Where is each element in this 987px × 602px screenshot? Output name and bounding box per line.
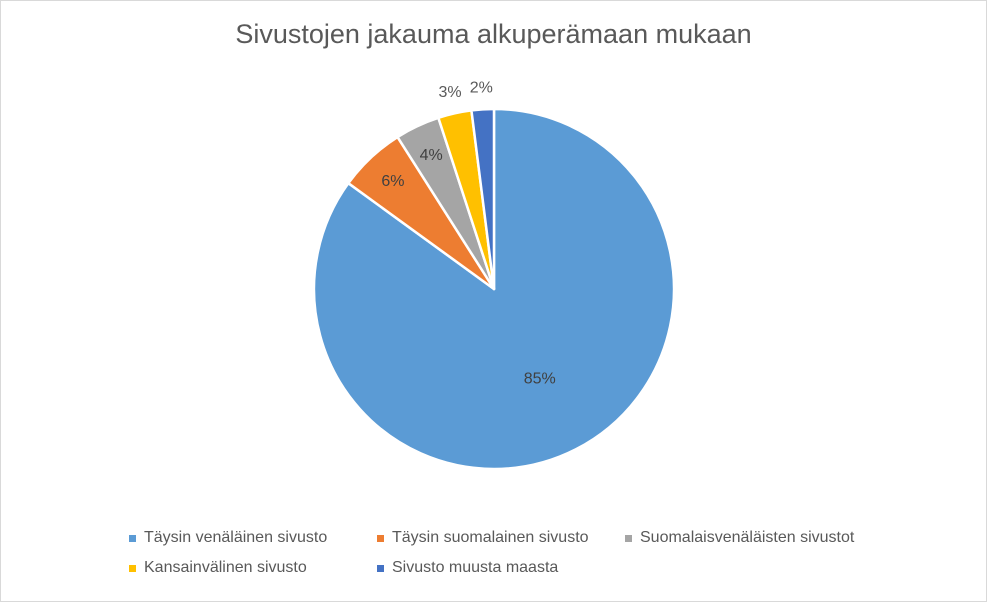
data-label-kansainvalinen: 3%	[438, 84, 461, 101]
pie-slice-muusta-maasta	[470, 107, 496, 291]
pie-slice-taysin-venalainen	[312, 107, 676, 471]
pie-chart: 85% 6% 4% 3% 2%	[312, 79, 676, 471]
data-label-taysin-suomalainen: 6%	[381, 173, 404, 190]
legend-item-suomalaisvenalaiset: Suomalaisvenäläisten sivustot	[625, 529, 875, 547]
legend-swatch	[129, 534, 136, 542]
legend-item-muusta-maasta: Sivusto muusta maasta	[377, 559, 627, 577]
legend-swatch	[377, 564, 384, 572]
legend-swatch	[129, 564, 136, 572]
data-label-muusta-maasta: 2%	[470, 79, 493, 96]
legend-swatch	[625, 534, 632, 542]
legend-label: Täysin suomalainen sivusto	[392, 529, 589, 546]
legend-label: Suomalaisvenäläisten sivustot	[640, 529, 855, 546]
legend-item-taysin-suomalainen: Täysin suomalainen sivusto	[377, 529, 625, 547]
legend-label: Sivusto muusta maasta	[392, 559, 559, 576]
legend-item-kansainvalinen: Kansainvälinen sivusto	[129, 559, 377, 577]
legend: Täysin venäläinen sivusto Täysin suomala…	[129, 529, 889, 577]
legend-swatch	[377, 534, 384, 542]
chart-title: Sivustojen jakauma alkuperämaan mukaan	[235, 19, 752, 49]
data-label-suomalaisvenalaiset: 4%	[420, 147, 443, 164]
legend-item-taysin-venalainen: Täysin venäläinen sivusto	[129, 529, 377, 547]
data-label-taysin-venalainen: 85%	[524, 370, 556, 387]
legend-label: Kansainvälinen sivusto	[144, 559, 307, 576]
legend-label: Täysin venäläinen sivusto	[144, 529, 328, 546]
